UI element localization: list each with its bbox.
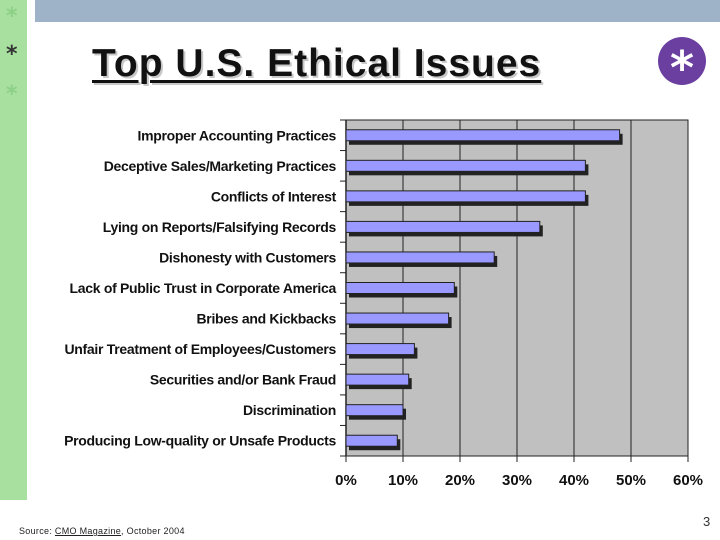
bar [345, 251, 495, 264]
star-bullet-icon: * [6, 82, 18, 107]
category-label: Producing Low-quality or Unsafe Products [64, 433, 336, 449]
bar [345, 159, 586, 172]
category-label: Unfair Treatment of Employees/Customers [65, 341, 337, 357]
category-label: Improper Accounting Practices [138, 127, 337, 143]
star-bullet-icon: * [6, 4, 18, 29]
category-label: Lack of Public Trust in Corporate Americ… [70, 280, 337, 296]
category-label: Lying on Reports/Falsifying Records [103, 219, 337, 235]
x-tick-label: 10% [388, 472, 418, 489]
bar [345, 373, 410, 386]
source-prefix: Source: [19, 526, 55, 536]
top-header-bar [35, 0, 720, 22]
x-tick-label: 20% [445, 472, 475, 489]
category-label: Bribes and Kickbacks [196, 311, 336, 327]
bar [345, 282, 455, 294]
x-tick-label: 50% [616, 472, 646, 489]
bar [345, 312, 450, 325]
page-number: 3 [703, 514, 711, 529]
star-bullet-icon: * [6, 42, 18, 67]
slide-title: Top U.S. Ethical Issues [92, 42, 542, 85]
source-citation: Source: CMO Magazine, October 2004 [19, 526, 185, 536]
category-label: Discrimination [243, 402, 336, 418]
source-publication: CMO Magazine [54, 526, 122, 536]
bar [345, 404, 404, 417]
x-tick-label: 0% [335, 472, 357, 489]
bar [345, 129, 621, 142]
category-label: Conflicts of Interest [211, 188, 337, 204]
category-label: Dishonesty with Customers [159, 249, 336, 265]
category-label: Deceptive Sales/Marketing Practices [104, 158, 337, 174]
x-tick-label: 60% [673, 472, 703, 489]
left-accent-strip [0, 0, 27, 500]
bar [345, 190, 586, 203]
x-tick-label: 30% [502, 472, 532, 489]
category-label: Securities and/or Bank Fraud [150, 372, 336, 388]
bar [345, 220, 541, 233]
bar [345, 343, 415, 356]
bar [345, 434, 398, 447]
x-tick-label: 40% [559, 472, 589, 489]
source-date: , October 2004 [121, 526, 185, 536]
